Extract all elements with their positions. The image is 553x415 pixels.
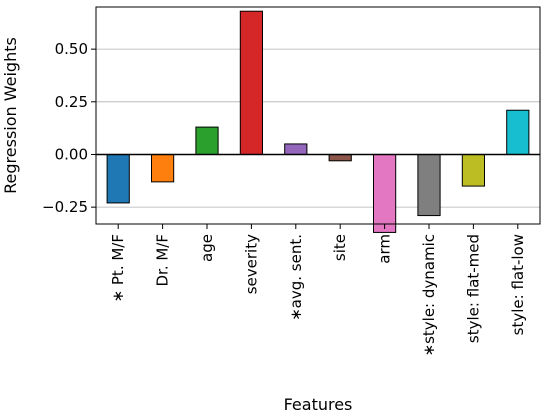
x-axis-label: Features bbox=[284, 395, 353, 414]
y-axis-label: Regression Weights bbox=[1, 37, 20, 194]
bars bbox=[106, 10, 530, 233]
x-tick-label: ∗style: dynamic bbox=[420, 234, 438, 356]
y-tick-label: −0.25 bbox=[42, 198, 88, 216]
x-tick-label: style: flat-low bbox=[509, 234, 527, 335]
y-tick-label: 0.00 bbox=[55, 145, 88, 163]
y-tick-label: 0.25 bbox=[55, 93, 88, 111]
x-tick-label: arm bbox=[376, 234, 394, 264]
bar-6 bbox=[373, 153, 397, 233]
bar-2 bbox=[195, 126, 219, 155]
bar-7 bbox=[417, 153, 441, 217]
x-tick-label: ∗ Pt. M/F bbox=[109, 234, 127, 302]
x-tick-label: severity bbox=[242, 234, 260, 294]
x-tick-label: Dr. M/F bbox=[154, 234, 172, 287]
x-tick-label: ∗avg. sent. bbox=[287, 234, 305, 321]
x-tick-label: site bbox=[331, 234, 349, 261]
x-axis-ticks: ∗ Pt. M/F Dr. M/F age severity ∗avg. sent. si… bbox=[109, 224, 527, 356]
bar-8 bbox=[461, 153, 485, 187]
y-tick-label: 0.50 bbox=[55, 40, 88, 58]
bar-9 bbox=[506, 109, 530, 155]
bar-3 bbox=[239, 10, 264, 155]
x-tick-label: style: flat-med bbox=[464, 234, 482, 343]
grid-lines bbox=[96, 48, 540, 208]
plot-frame bbox=[95, 6, 541, 225]
bar-0 bbox=[106, 153, 130, 204]
x-tick-label: age bbox=[198, 234, 216, 262]
y-axis-ticks: −0.25 0.00 0.25 0.50 bbox=[42, 40, 96, 216]
bar-1 bbox=[151, 153, 175, 183]
bar-5 bbox=[328, 153, 352, 162]
bar-4 bbox=[284, 143, 308, 155]
